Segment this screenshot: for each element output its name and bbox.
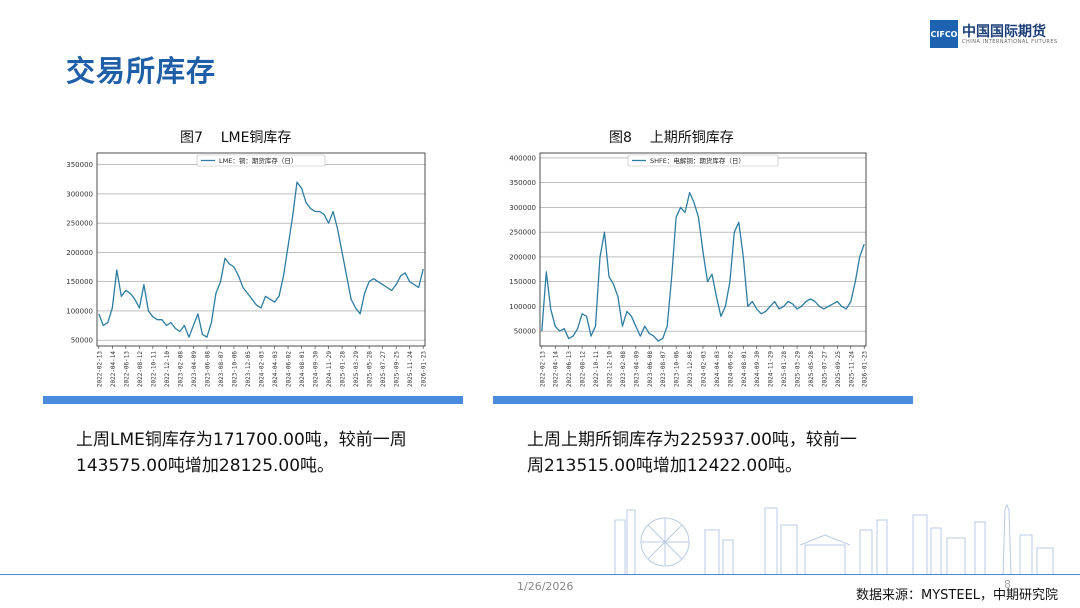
legend-label: SHFE：电解铜：期货库存（日） bbox=[650, 156, 745, 165]
x-tick-label: 2026-01-23 bbox=[421, 351, 428, 388]
x-tick-label: 2022-10-11 bbox=[150, 351, 157, 388]
x-tick-label: 2024-06-02 bbox=[286, 351, 293, 388]
x-tick-label: 2023-08-07 bbox=[218, 351, 225, 388]
y-tick-label: 300000 bbox=[66, 190, 93, 198]
x-tick-label: 2023-12-05 bbox=[687, 351, 694, 388]
y-tick-label: 100000 bbox=[66, 307, 93, 315]
y-tick-label: 200000 bbox=[509, 253, 536, 261]
y-tick-label: 400000 bbox=[509, 154, 536, 162]
x-tick-label: 2023-10-06 bbox=[674, 351, 681, 388]
caption-shfe: 上周上期所铜库存为225937.00吨，较前一周213515.00吨增加1242… bbox=[527, 430, 857, 476]
x-tick-label: 2024-04-03 bbox=[714, 351, 721, 388]
chart-lme: 50000 100000 150000 200000 250000 300000 35000… bbox=[66, 152, 428, 388]
y-tick-label: 50000 bbox=[514, 328, 536, 336]
y-tick-label: 150000 bbox=[66, 278, 93, 286]
logo-subtitle: CHINA INTERNATIONAL FUTURES bbox=[962, 39, 1058, 45]
x-tick-label: 2025-09-25 bbox=[394, 351, 401, 388]
x-tick-label: 2025-01-28 bbox=[340, 351, 347, 388]
legend-box bbox=[196, 154, 326, 167]
x-tick-label: 2023-12-05 bbox=[245, 351, 252, 388]
x-tick-label: 2023-02-08 bbox=[620, 351, 627, 388]
x-tick-label: 2022-02-13 bbox=[539, 351, 546, 388]
data-source: 数据来源：MYSTEEL，中期研究院 bbox=[856, 588, 1059, 603]
plot-frame bbox=[96, 152, 426, 347]
x-tick-label: 2024-02-03 bbox=[259, 351, 266, 388]
x-tick-label: 2025-07-27 bbox=[821, 351, 828, 388]
logo-name: 中国国际期货 bbox=[962, 24, 1046, 40]
x-tick-label: 2024-09-30 bbox=[313, 351, 320, 388]
x-tick-label: 2022-06-13 bbox=[123, 351, 130, 388]
x-tick-label: 2023-04-09 bbox=[633, 351, 640, 388]
x-tick-label: 2023-02-08 bbox=[177, 351, 184, 388]
logo-mark: CIFCO bbox=[930, 20, 958, 48]
footer-date: 1/26/2026 bbox=[517, 580, 574, 593]
x-tick-label: 2025-05-28 bbox=[808, 351, 815, 388]
x-tick-label: 2022-12-10 bbox=[164, 351, 171, 388]
x-tick-label: 2022-04-14 bbox=[553, 351, 560, 388]
divider-band-left bbox=[43, 396, 463, 404]
city-skyline-decoration bbox=[614, 503, 1054, 575]
x-tick-label: 2022-10-11 bbox=[593, 351, 600, 388]
x-tick-label: 2026-01-23 bbox=[862, 351, 869, 388]
y-tick-label: 100000 bbox=[509, 303, 536, 311]
series-line bbox=[98, 181, 424, 338]
y-tick-label: 350000 bbox=[66, 161, 93, 169]
x-tick-label: 2024-04-03 bbox=[272, 351, 279, 388]
company-logo: CIFCO 中国国际期货 CHINA INTERNATIONAL FUTURES bbox=[930, 20, 1065, 50]
y-tick-label: 300000 bbox=[509, 204, 536, 212]
x-tick-label: 2022-12-10 bbox=[606, 351, 613, 388]
plot-frame bbox=[539, 152, 867, 347]
y-tick-label: 250000 bbox=[66, 220, 93, 228]
y-tick-label: 200000 bbox=[66, 249, 93, 257]
x-tick-label: 2024-08-01 bbox=[299, 351, 306, 388]
y-tick-label: 50000 bbox=[71, 337, 93, 345]
chart-title-shfe: 图8 上期所铜库存 bbox=[609, 130, 734, 146]
divider-band-right bbox=[493, 396, 913, 404]
chart-title-lme: 图7 LME铜库存 bbox=[180, 130, 292, 146]
x-tick-label: 2023-06-08 bbox=[647, 351, 654, 388]
page-number: 8 bbox=[1004, 578, 1011, 591]
caption-lme: 上周LME铜库存为171700.00吨，较前一周143575.00吨增加2812… bbox=[76, 430, 407, 476]
x-tick-label: 2024-11-29 bbox=[768, 351, 775, 388]
x-tick-label: 2025-03-29 bbox=[795, 351, 802, 388]
x-tick-label: 2025-09-25 bbox=[835, 351, 842, 388]
x-tick-label: 2024-11-29 bbox=[326, 351, 333, 388]
x-tick-label: 2025-07-27 bbox=[380, 351, 387, 388]
x-tick-label: 2025-01-28 bbox=[781, 351, 788, 388]
series-line bbox=[541, 191, 865, 342]
y-tick-label: 350000 bbox=[509, 179, 536, 187]
legend-box bbox=[627, 154, 779, 167]
x-tick-label: 2023-08-07 bbox=[660, 351, 667, 388]
x-tick-label: 2022-04-14 bbox=[110, 351, 117, 388]
x-tick-label: 2025-05-28 bbox=[367, 351, 374, 388]
x-tick-label: 2022-08-12 bbox=[580, 351, 587, 388]
x-tick-label: 2023-04-09 bbox=[191, 351, 198, 388]
x-tick-label: 2024-08-01 bbox=[741, 351, 748, 388]
legend-label: LME：铜：期货库存（日） bbox=[219, 156, 297, 165]
x-tick-label: 2023-06-08 bbox=[204, 351, 211, 388]
y-tick-label: 250000 bbox=[509, 229, 536, 237]
footer-rule bbox=[0, 574, 1080, 575]
x-tick-label: 2024-02-03 bbox=[701, 351, 708, 388]
x-tick-label: 2022-06-13 bbox=[566, 351, 573, 388]
y-tick-label: 150000 bbox=[509, 278, 536, 286]
x-tick-label: 2022-08-12 bbox=[137, 351, 144, 388]
chart-shfe: 50000 100000 150000 200000 250000 300000 35000… bbox=[509, 152, 869, 388]
x-tick-label: 2025-11-24 bbox=[407, 351, 414, 388]
x-tick-label: 2024-06-02 bbox=[727, 351, 734, 388]
x-tick-label: 2023-10-06 bbox=[231, 351, 238, 388]
x-tick-label: 2022-02-13 bbox=[96, 351, 103, 388]
page-title: 交易所库存 bbox=[66, 54, 217, 88]
x-tick-label: 2025-11-24 bbox=[848, 351, 855, 388]
x-tick-label: 2024-09-30 bbox=[754, 351, 761, 388]
x-tick-label: 2025-03-29 bbox=[353, 351, 360, 388]
